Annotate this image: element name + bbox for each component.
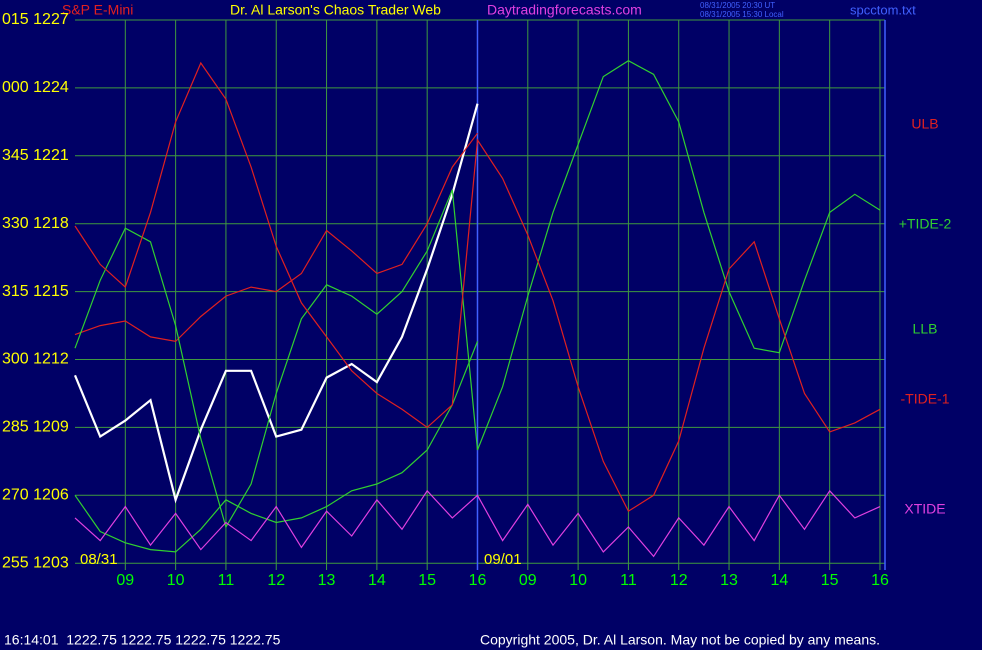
copyright: Copyright 2005, Dr. Al Larson. May not b… [480, 632, 880, 648]
x-tick-label: 16 [871, 572, 889, 589]
instrument: S&P E-Mini [62, 2, 133, 18]
y-tick-label: 315 1215 [2, 283, 69, 300]
y-tick-label: 270 1206 [2, 487, 69, 504]
x-tick-label: 11 [620, 572, 637, 589]
status-line: 16:14:01 1222.75 1222.75 1222.75 1222.75 [4, 632, 281, 648]
timestamp: 08/31/2005 20:30 UT [700, 1, 775, 10]
x-tick-label: 09 [116, 572, 134, 589]
legend-label: ULB [911, 116, 938, 132]
x-tick-label: 12 [267, 572, 285, 589]
series-line [74, 489, 881, 558]
x-tick-label: 14 [770, 572, 788, 589]
y-tick-label: 300 1212 [2, 351, 69, 368]
x-tick-label: 09 [519, 572, 537, 589]
x-tick-label: 12 [670, 572, 688, 589]
legend-label: -TIDE-1 [901, 391, 950, 407]
y-tick-label: 330 1218 [2, 215, 69, 232]
file-name: spcctom.txt [850, 2, 916, 17]
x-tick-label: 13 [318, 572, 336, 589]
x-tick-label: 11 [218, 572, 235, 589]
x-tick-label: 15 [821, 572, 839, 589]
day-label: 08/31 [80, 551, 118, 568]
series-line [74, 61, 881, 513]
legend-label: +TIDE-2 [899, 216, 952, 232]
chart-title: Dr. Al Larson's Chaos Trader Web [230, 2, 441, 18]
x-tick-label: 16 [469, 572, 487, 589]
timestamp: 08/31/2005 15:30 Local [700, 10, 784, 19]
y-tick-label: 015 1227 [2, 11, 69, 28]
series-line [74, 341, 479, 553]
chart-subtitle: Daytradingforecasts.com [487, 2, 642, 18]
x-tick-label: 10 [569, 572, 587, 589]
day-label: 09/01 [484, 551, 522, 568]
y-tick-label: 345 1221 [2, 147, 69, 164]
y-tick-label: 255 1203 [2, 554, 69, 571]
legend-label: LLB [913, 321, 938, 337]
legend-label: XTIDE [904, 501, 945, 517]
x-tick-label: 14 [368, 572, 386, 589]
y-tick-label: 285 1209 [2, 419, 69, 436]
x-tick-label: 15 [418, 572, 436, 589]
series-line [73, 103, 479, 504]
series-line [74, 60, 881, 529]
series-line [74, 132, 478, 343]
y-tick-label: 000 1224 [2, 79, 69, 96]
x-tick-label: 10 [167, 572, 185, 589]
x-tick-label: 13 [720, 572, 738, 589]
